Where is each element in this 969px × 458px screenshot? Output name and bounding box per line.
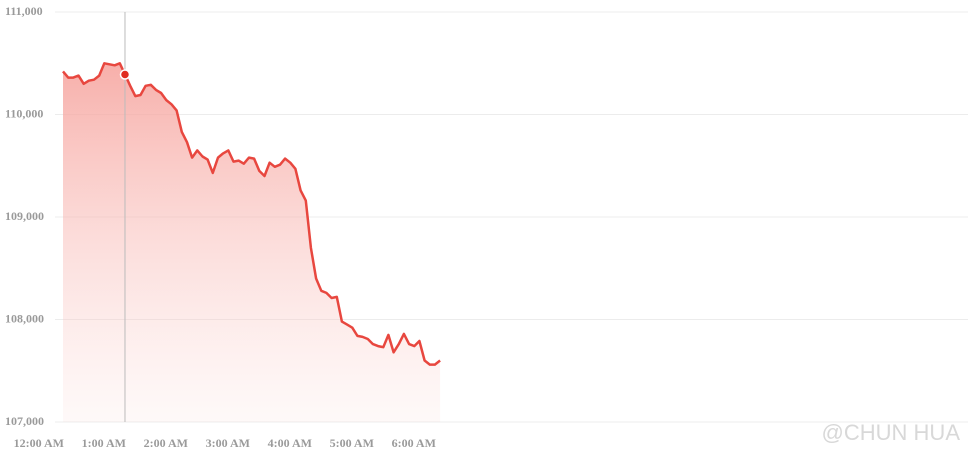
x-tick-label: 6:00 AM: [392, 436, 436, 450]
y-tick-label: 110,000: [5, 106, 43, 120]
x-tick-label: 2:00 AM: [144, 436, 188, 450]
highlight-point: [119, 69, 131, 80]
x-tick-label: 4:00 AM: [268, 436, 312, 450]
watermark: @CHUN HUA: [822, 420, 961, 445]
area-fill: [63, 63, 441, 423]
y-tick-label: 108,000: [5, 311, 44, 325]
y-tick-label: 107,000: [5, 414, 44, 428]
x-tick-label: 1:00 AM: [82, 436, 126, 450]
x-tick-label: 5:00 AM: [330, 436, 374, 450]
x-tick-label: 3:00 AM: [206, 436, 250, 450]
y-tick-label: 109,000: [5, 209, 44, 223]
y-tick-label: 111,000: [5, 4, 43, 18]
x-tick-label: 12:00 AM: [14, 436, 64, 450]
